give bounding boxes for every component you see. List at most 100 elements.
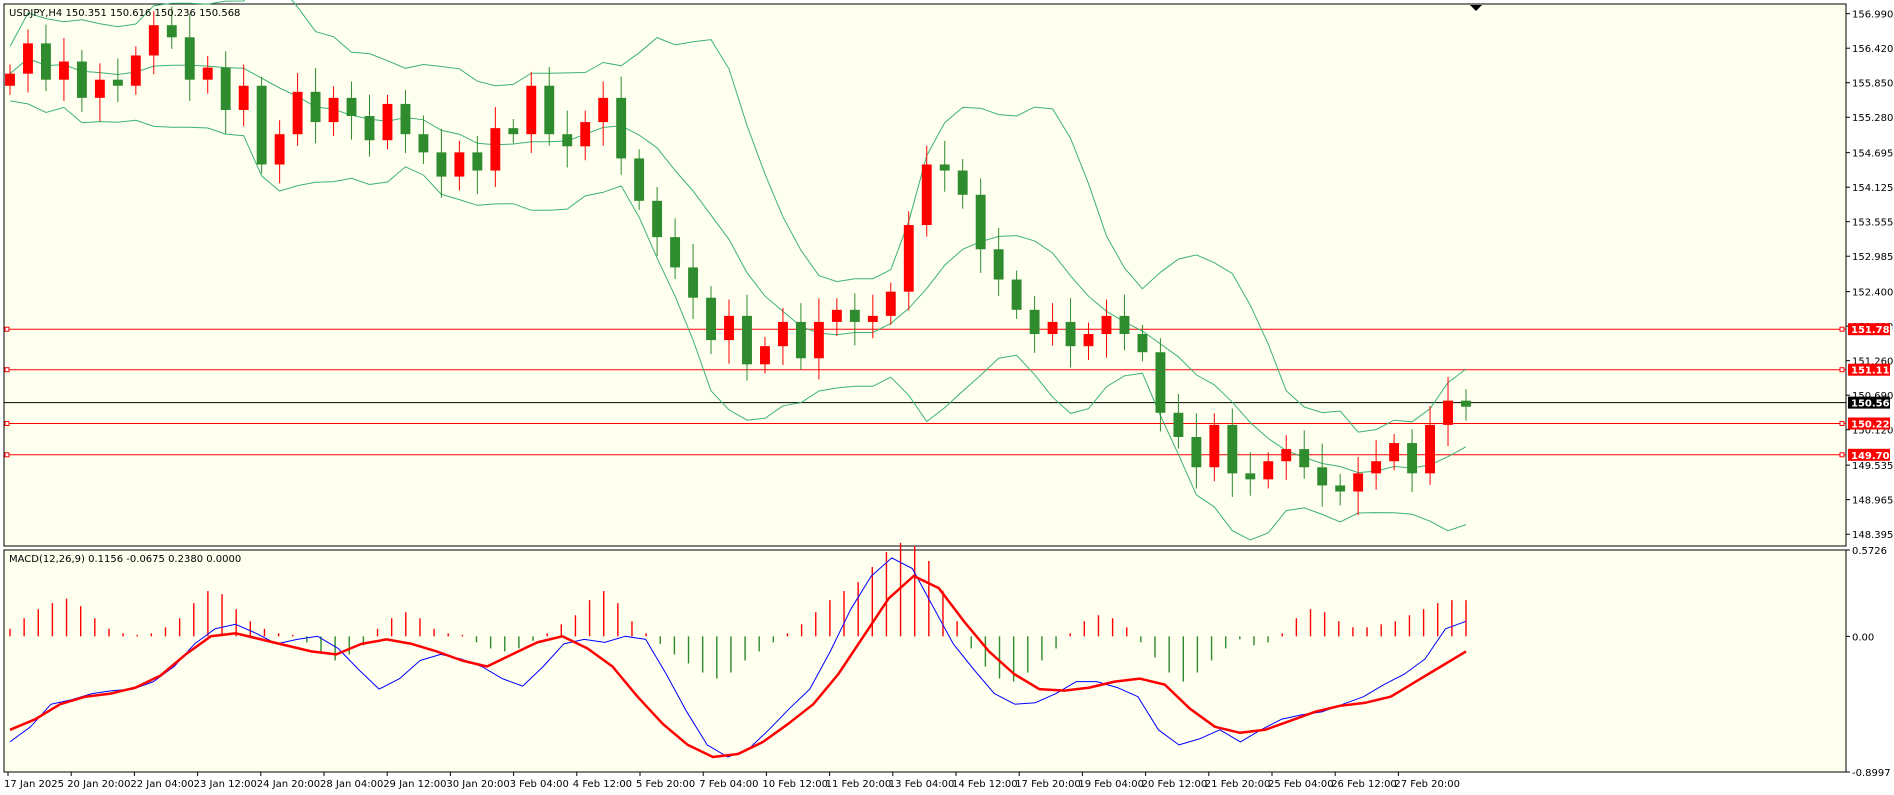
candle-body <box>238 85 249 110</box>
level-tag-label: 149.706 <box>1851 451 1894 462</box>
time-tick-label: 29 Jan 12:00 <box>383 779 446 790</box>
candle-body <box>957 170 968 195</box>
time-tick-label: 7 Feb 04:00 <box>699 779 758 790</box>
candle-body <box>418 134 429 153</box>
candle-body <box>580 122 591 147</box>
candle-body <box>813 321 824 359</box>
candle-body <box>328 97 339 123</box>
candle-body <box>1137 334 1148 353</box>
candle-body <box>1173 412 1184 437</box>
candle-body <box>346 97 357 117</box>
candle-body <box>292 91 303 135</box>
candle-body <box>849 309 860 322</box>
candle-body <box>526 85 537 135</box>
time-tick-label: 14 Feb 12:00 <box>952 779 1018 790</box>
time-tick-label: 21 Feb 20:00 <box>1205 779 1271 790</box>
candle-body <box>58 61 69 80</box>
candle-body <box>634 158 645 201</box>
time-tick-label: 30 Jan 20:00 <box>446 779 509 790</box>
candle-body <box>777 321 788 347</box>
level-handle-right[interactable] <box>1839 420 1845 426</box>
candle-body <box>112 79 123 86</box>
candle-body <box>1353 473 1364 492</box>
candle-body <box>867 315 878 322</box>
time-tick-label: 13 Feb 04:00 <box>889 779 955 790</box>
candle-body <box>616 97 627 159</box>
candle-body <box>1317 467 1328 486</box>
candle-body <box>94 79 105 98</box>
price-panel[interactable] <box>3 3 1847 547</box>
candle-body <box>130 55 141 86</box>
candle-body <box>1083 334 1094 347</box>
candle-body <box>1263 461 1274 480</box>
time-tick-label: 25 Feb 04:00 <box>1268 779 1334 790</box>
candle-body <box>760 346 770 365</box>
candle-body <box>742 315 752 365</box>
price-tick-label: 156.990 <box>1852 10 1893 21</box>
price-tick-label: 154.695 <box>1852 149 1893 160</box>
candle-body <box>364 116 375 141</box>
candle-body <box>400 103 411 135</box>
candle-body <box>1389 443 1400 462</box>
time-tick-label: 3 Feb 04:00 <box>510 779 569 790</box>
candle-body <box>706 297 716 341</box>
level-handle-right[interactable] <box>1839 367 1845 373</box>
level-handle-left[interactable] <box>4 326 10 332</box>
level-tag-label: 151.780 <box>1851 325 1894 336</box>
candle-body <box>274 134 285 165</box>
time-tick-label: 20 Jan 20:00 <box>67 779 130 790</box>
candle-body <box>5 73 15 86</box>
level-handle-right[interactable] <box>1839 452 1845 458</box>
signal-line <box>9 574 1467 759</box>
candle-body <box>41 43 51 80</box>
time-tick-label: 22 Jan 04:00 <box>130 779 193 790</box>
candle-body <box>598 97 609 123</box>
price-tick-label: 148.965 <box>1852 496 1893 507</box>
level-handle-left[interactable] <box>4 367 10 373</box>
candlesticks <box>5 6 1471 516</box>
candle-body <box>1119 315 1130 335</box>
level-handle-right[interactable] <box>1839 326 1845 332</box>
time-tick-label: 19 Feb 04:00 <box>1078 779 1144 790</box>
time-tick-label: 5 Feb 20:00 <box>636 779 695 790</box>
candle-body <box>220 67 231 110</box>
candle-body <box>562 134 573 147</box>
candle-body <box>652 200 663 238</box>
candle-body <box>508 128 519 135</box>
macd-header: MACD(12,26,9) 0.1156 -0.0675 0.2380 0.00… <box>9 554 241 565</box>
level-tag-label: 151.111 <box>1851 366 1894 377</box>
price-tags: 151.780 151.111 150.223 149.706 150.568 <box>1848 323 1894 462</box>
price-tick-label: 150.120 <box>1852 426 1893 437</box>
level-tag <box>1848 417 1890 430</box>
candle-body <box>256 85 267 165</box>
price-tick-label: 155.850 <box>1852 79 1893 90</box>
candle-body <box>472 152 483 171</box>
band-middle <box>9 57 1467 474</box>
macd-axis: 0.5726 0.00 -0.8997 <box>1846 546 1891 779</box>
band-upper <box>9 0 1467 433</box>
level-tag <box>1848 448 1890 461</box>
level-tag <box>1848 323 1890 336</box>
horizontal-levels[interactable] <box>4 326 1846 458</box>
candle-body <box>1461 400 1471 407</box>
time-tick-label: 20 Feb 12:00 <box>1142 779 1208 790</box>
level-handle-left[interactable] <box>4 452 10 458</box>
time-tick-label: 23 Jan 12:00 <box>194 779 257 790</box>
chart-shift-icon[interactable] <box>1470 5 1482 11</box>
candle-body <box>544 85 555 135</box>
candle-body <box>202 67 213 80</box>
candle-body <box>490 128 501 171</box>
level-handle-left[interactable] <box>4 420 10 426</box>
candle-body <box>1335 485 1346 492</box>
candle-body <box>993 249 1004 280</box>
candle-body <box>1047 321 1058 335</box>
candle-body <box>885 291 896 316</box>
macd-panel[interactable] <box>3 549 1847 773</box>
candle-body <box>382 103 393 141</box>
candle-body <box>1191 436 1202 468</box>
candle-body <box>831 309 842 322</box>
macd-histogram <box>9 542 1467 682</box>
candle-body <box>1299 449 1310 468</box>
